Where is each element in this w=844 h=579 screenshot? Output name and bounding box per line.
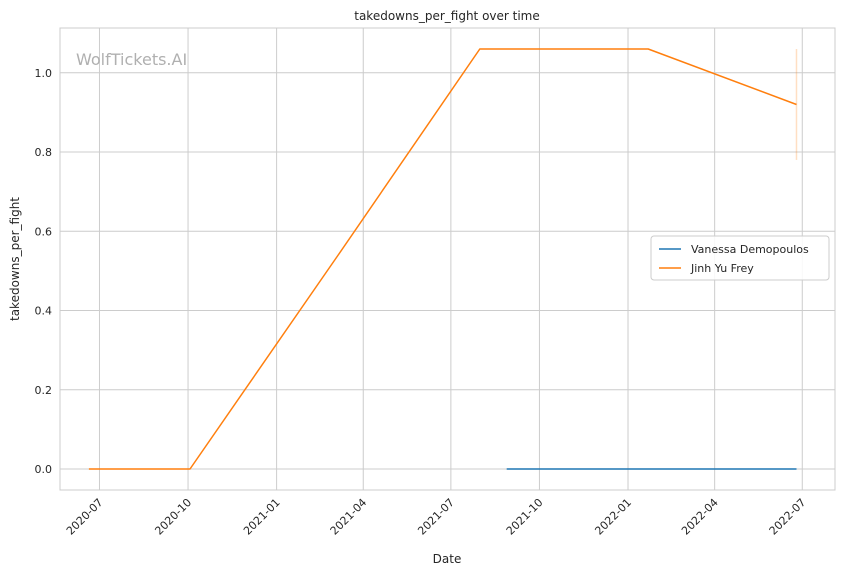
y-tick-label: 1.0	[35, 67, 53, 80]
y-tick-label: 0.0	[35, 463, 53, 476]
y-tick-label: 0.2	[35, 384, 53, 397]
y-tick-label: 0.6	[35, 225, 53, 238]
legend: Vanessa Demopoulos Jinh Yu Frey	[650, 235, 830, 281]
y-tick-label: 0.8	[35, 146, 53, 159]
watermark: WolfTickets.AI	[76, 50, 187, 69]
y-tick-label: 0.4	[35, 305, 53, 318]
x-axis-label: Date	[433, 552, 462, 566]
plot-frame	[59, 27, 836, 491]
legend-label: Vanessa Demopoulos	[691, 243, 809, 256]
y-axis-label: takedowns_per_fight	[8, 197, 22, 321]
y-axis-ticks: 0.0 0.2 0.4 0.6 0.8 1.0	[35, 67, 53, 476]
legend-label: Jinh Yu Frey	[690, 262, 754, 275]
series-line-1	[88, 48, 797, 470]
chart-title: takedowns_per_fight over time	[354, 9, 540, 23]
series-layer	[88, 48, 797, 470]
legend-box	[650, 235, 830, 281]
